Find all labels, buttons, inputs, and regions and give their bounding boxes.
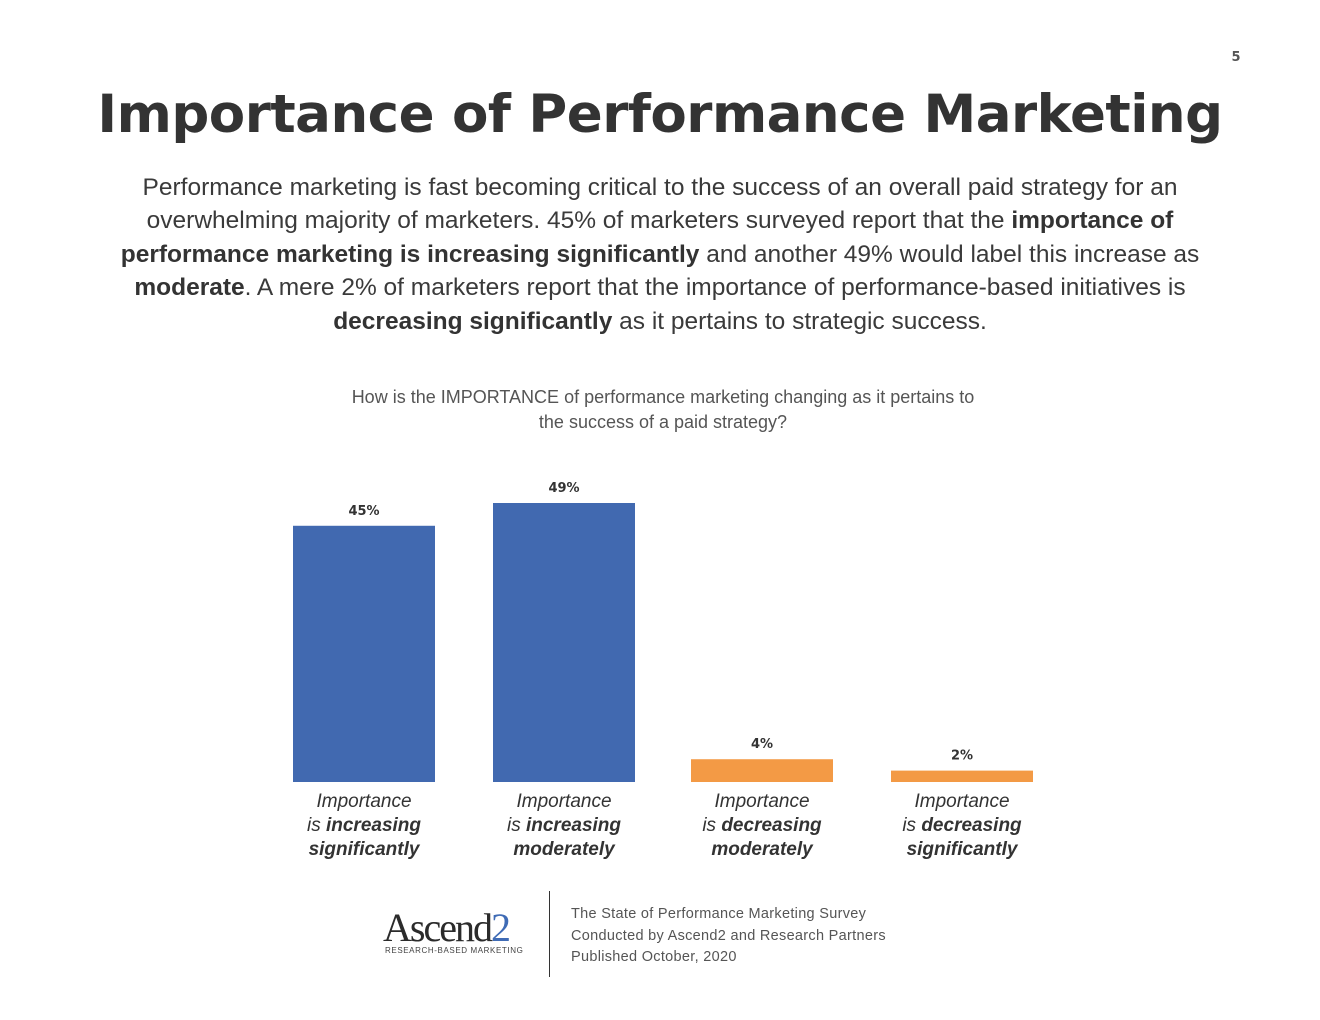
category-label-4: Importance is decreasing significantly: [902, 791, 1022, 860]
footer-line-published: Published October, 2020: [571, 949, 737, 965]
logo-tagline: RESEARCH-BASED MARKETING: [385, 946, 524, 955]
bar-value-label-4: 2%: [951, 749, 973, 764]
chart-question: How is the IMPORTANCE of performance mar…: [330, 385, 996, 435]
intro-text: . A mere 2% of marketers report that the…: [244, 274, 1186, 302]
intro-text: Performance marketing is fast becoming c…: [142, 174, 1178, 235]
bar-value-label-1: 45%: [348, 504, 379, 519]
category-label-3: Importance is decreasing moderately: [702, 791, 822, 860]
footer-line-conducted: Conducted by Ascend2 and Research Partne…: [571, 927, 886, 944]
intro-text: and another 49% would label this increas…: [699, 240, 1200, 268]
category-label-1: Importance is increasing significantly: [306, 791, 422, 860]
intro-emphasis: importance of performance marketing is i…: [120, 207, 1174, 268]
page-number: 5: [1231, 50, 1241, 65]
ascend2-logo: Ascend2 RESEARCH-BASED MARKETING: [383, 908, 533, 960]
bar-2: [493, 503, 635, 782]
footer-source: The State of Performance Marketing Surve…: [571, 904, 886, 969]
intro-emphasis: decreasing significantly: [333, 307, 613, 335]
category-label-2: Importance is increasing moderately: [506, 791, 622, 860]
bar-4: [891, 770, 1033, 782]
chart-question-line-1: How is the IMPORTANCE of performance mar…: [351, 387, 975, 407]
intro-text: as it pertains to strategic success.: [612, 307, 987, 335]
footer-line-survey: The State of Performance Marketing Surve…: [571, 906, 867, 922]
footer-divider: [549, 891, 550, 977]
chart-question-line-2: the success of a paid strategy?: [538, 412, 788, 432]
logo-wordmark: Ascend2: [383, 905, 511, 950]
intro-paragraph: Performance marketing is fast becoming c…: [80, 171, 1240, 338]
intro-emphasis: moderate: [134, 274, 245, 302]
bar-3: [691, 759, 833, 782]
page-title: Importance of Performance Marketing: [97, 84, 1223, 145]
bar-value-label-2: 49%: [548, 481, 579, 496]
bar-value-label-3: 4%: [751, 737, 773, 752]
bar-1: [293, 525, 435, 782]
